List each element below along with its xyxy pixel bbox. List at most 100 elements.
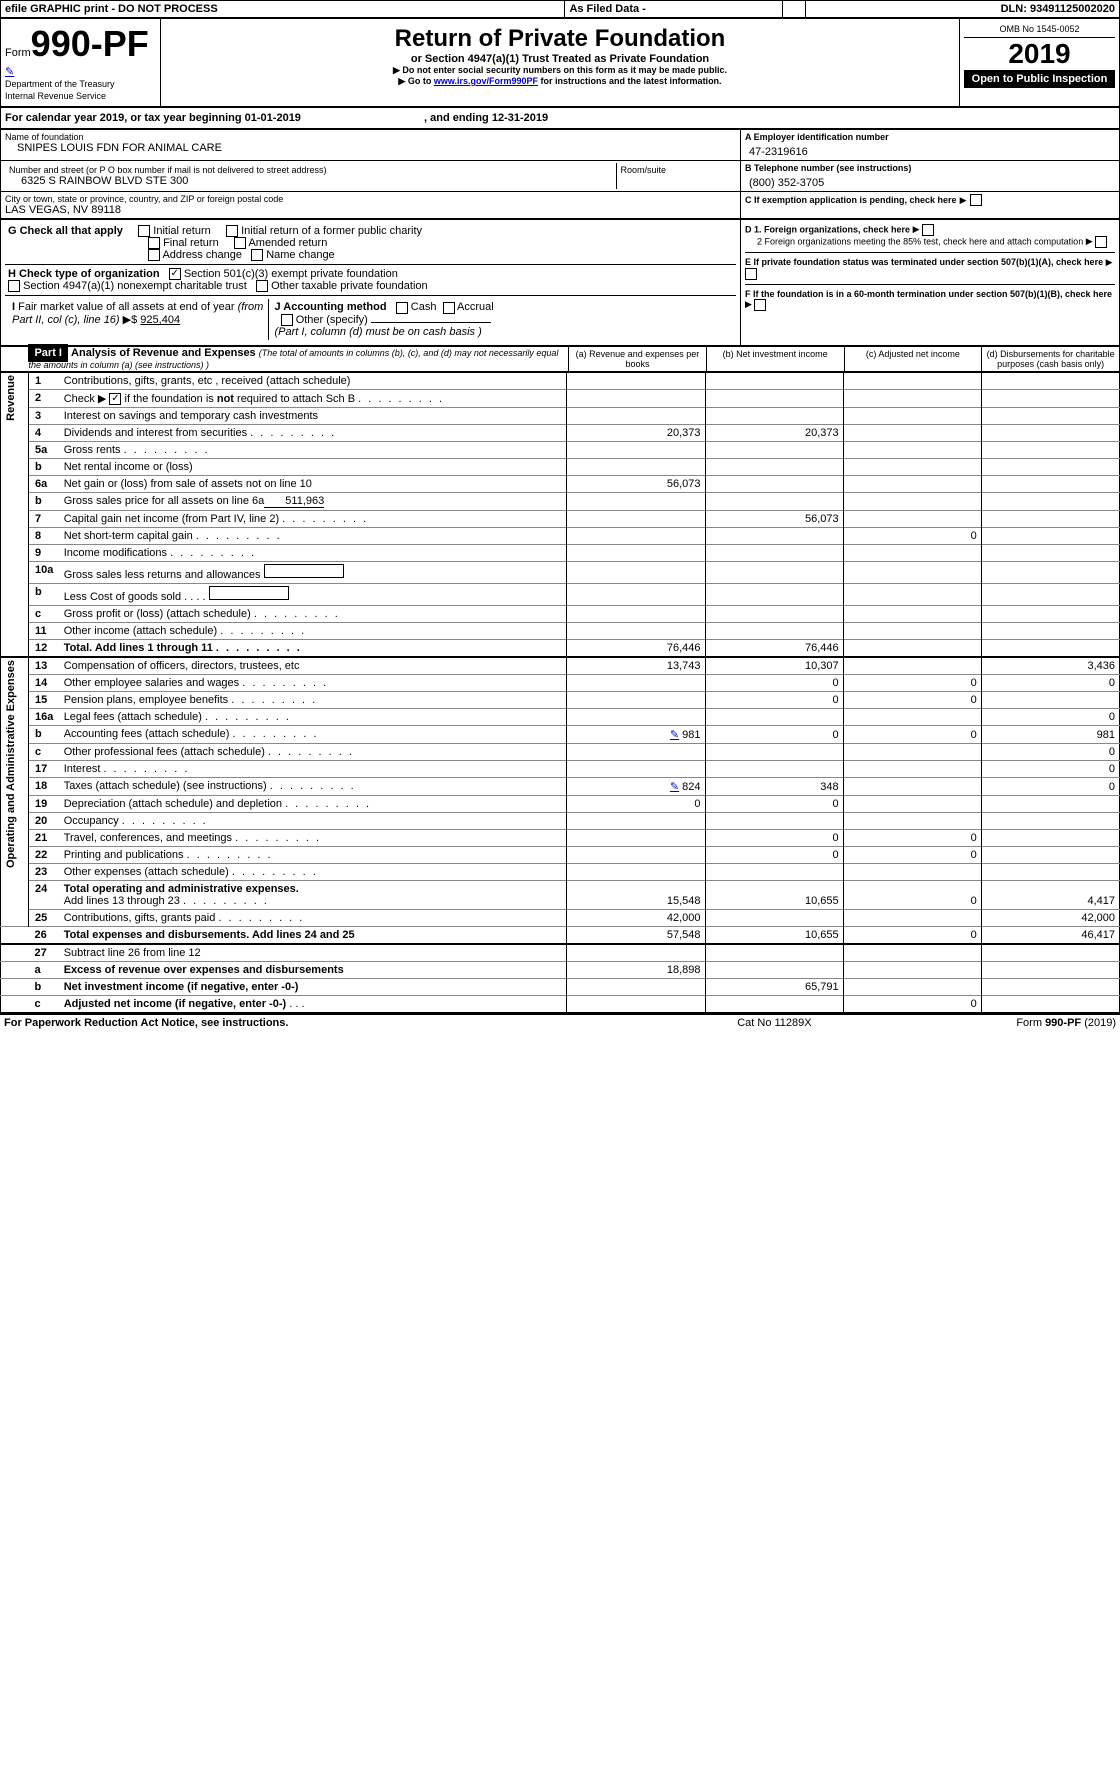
j2-checkbox[interactable] — [443, 302, 455, 314]
l27b: Net investment income (if negative, ente… — [60, 978, 567, 995]
l4b: 20,373 — [705, 424, 843, 441]
foundation-name: SNIPES LOUIS FDN FOR ANIMAL CARE — [5, 142, 736, 154]
part1-title: Analysis of Revenue and Expenses — [71, 347, 256, 359]
l26: Total expenses and disbursements. Add li… — [60, 926, 567, 944]
col-a: (a) Revenue and expenses per books — [569, 346, 707, 371]
dln: DLN: 93491125002020 — [805, 1, 1119, 18]
l6aa: 56,073 — [567, 475, 705, 492]
g5-checkbox[interactable] — [148, 249, 160, 261]
f: F If the foundation is in a 60-month ter… — [745, 289, 1112, 299]
l6a: Net gain or (loss) from sale of assets n… — [60, 475, 567, 492]
l6b: Gross sales price for all assets on line… — [60, 492, 567, 510]
city: LAS VEGAS, NV 89118 — [5, 204, 736, 216]
g4-checkbox[interactable] — [234, 237, 246, 249]
asfiled: As Filed Data - — [565, 1, 782, 18]
l20: Occupancy — [60, 812, 567, 829]
l19: Depreciation (attach schedule) and deple… — [60, 795, 567, 812]
addr-label: Number and street (or P O box number if … — [9, 165, 612, 175]
address: 6325 S RAINBOW BLVD STE 300 — [9, 175, 612, 187]
attach-icon-2[interactable]: ✎ — [670, 781, 679, 793]
warn2: ▶ Go to www.irs.gov/Form990PF for instru… — [167, 76, 953, 87]
irs-link[interactable]: www.irs.gov/Form990PF — [434, 76, 538, 86]
name-label: Name of foundation — [5, 132, 736, 142]
l10b: Less Cost of goods sold . . . . — [60, 583, 567, 605]
l16a: Legal fees (attach schedule) — [60, 708, 567, 725]
h1-checkbox[interactable] — [169, 268, 181, 280]
l8c: 0 — [843, 527, 981, 544]
calendar-year-row: For calendar year 2019, or tax year begi… — [0, 107, 1120, 129]
j3-checkbox[interactable] — [281, 314, 293, 326]
topbar: efile GRAPHIC print - DO NOT PROCESS As … — [0, 0, 1120, 18]
l14: Other employee salaries and wages — [60, 674, 567, 691]
footer: For Paperwork Reduction Act Notice, see … — [0, 1013, 1120, 1031]
l12: Total. Add lines 1 through 11 — [60, 639, 567, 657]
j1-checkbox[interactable] — [396, 302, 408, 314]
part1-table: Revenue 1Contributions, gifts, grants, e… — [0, 372, 1120, 1013]
c-checkbox[interactable] — [970, 194, 982, 206]
g1-checkbox[interactable] — [138, 225, 150, 237]
l10c: Gross profit or (loss) (attach schedule) — [60, 605, 567, 622]
l15: Pension plans, employee benefits — [60, 691, 567, 708]
col-d: (d) Disbursements for charitable purpose… — [982, 346, 1120, 371]
h-label: H Check type of organization — [8, 268, 160, 280]
part1-header: Part I Analysis of Revenue and Expenses … — [0, 346, 1120, 372]
l25: Contributions, gifts, grants paid — [60, 909, 567, 926]
d1: D 1. Foreign organizations, check here — [745, 224, 910, 234]
l10a: Gross sales less returns and allowances — [60, 561, 567, 583]
g2-checkbox[interactable] — [226, 225, 238, 237]
col-b: (b) Net investment income — [706, 346, 844, 371]
dept: Department of the Treasury — [5, 79, 115, 89]
l1: Contributions, gifts, grants, etc , rece… — [60, 372, 567, 389]
tax-year: 2019 — [964, 38, 1115, 70]
f-checkbox[interactable] — [754, 299, 766, 311]
footer-mid: Cat No 11289X — [679, 1014, 870, 1031]
col-c: (c) Adjusted net income — [844, 346, 982, 371]
pencil-icon[interactable]: ✎ — [5, 66, 14, 78]
efile-notice: efile GRAPHIC print - DO NOT PROCESS — [1, 1, 565, 18]
l13: Compensation of officers, directors, tru… — [60, 657, 567, 675]
inspection: Open to Public Inspection — [964, 70, 1115, 88]
l7: Capital gain net income (from Part IV, l… — [60, 510, 567, 527]
l9: Income modifications — [60, 544, 567, 561]
checks-block: G Check all that apply Initial return In… — [0, 219, 1120, 346]
revenue-label: Revenue — [5, 375, 17, 421]
footer-left: For Paperwork Reduction Act Notice, see … — [0, 1014, 679, 1031]
room-label: Room/suite — [616, 163, 736, 189]
e-checkbox[interactable] — [745, 268, 757, 280]
attach-icon[interactable]: ✎ — [670, 729, 679, 741]
l27c: Adjusted net income (if negative, enter … — [60, 995, 567, 1012]
l18: Taxes (attach schedule) (see instruction… — [60, 777, 567, 795]
l5a: Gross rents — [60, 441, 567, 458]
l27: Subtract line 26 from line 12 — [60, 944, 567, 962]
d2-checkbox[interactable] — [1095, 236, 1107, 248]
g3-checkbox[interactable] — [148, 237, 160, 249]
l27a: Excess of revenue over expenses and disb… — [60, 961, 567, 978]
form-number: 990-PF — [31, 23, 149, 64]
l24: Total operating and administrative expen… — [60, 880, 567, 909]
i-label: I — [12, 301, 15, 313]
e: E If private foundation status was termi… — [745, 257, 1103, 267]
d2: 2 Foreign organizations meeting the 85% … — [757, 236, 1083, 246]
l5b: Net rental income or (loss) — [60, 458, 567, 475]
g6-checkbox[interactable] — [251, 249, 263, 261]
omb: OMB No 1545-0052 — [964, 21, 1115, 38]
ein: 47-2319616 — [745, 142, 1115, 158]
j-label: J Accounting method — [275, 301, 387, 313]
form-prefix: Form — [5, 47, 31, 59]
l2: Check ▶ if the foundation is not require… — [60, 389, 567, 407]
l23: Other expenses (attach schedule) — [60, 863, 567, 880]
j-note: (Part I, column (d) must be on cash basi… — [275, 326, 482, 338]
phone: (800) 352-3705 — [745, 173, 1115, 189]
l4a: 20,373 — [567, 424, 705, 441]
c-label: C If exemption application is pending, c… — [745, 195, 957, 205]
h2-checkbox[interactable] — [8, 280, 20, 292]
g-label: G Check all that apply — [8, 225, 123, 237]
l2-checkbox[interactable] — [109, 393, 121, 405]
l3: Interest on savings and temporary cash i… — [60, 407, 567, 424]
d1-checkbox[interactable] — [922, 224, 934, 236]
phone-label: B Telephone number (see instructions) — [745, 163, 1115, 173]
h3-checkbox[interactable] — [256, 280, 268, 292]
l22: Printing and publications — [60, 846, 567, 863]
form-header: Form990-PF ✎ Department of the Treasury … — [0, 18, 1120, 107]
l8: Net short-term capital gain — [60, 527, 567, 544]
